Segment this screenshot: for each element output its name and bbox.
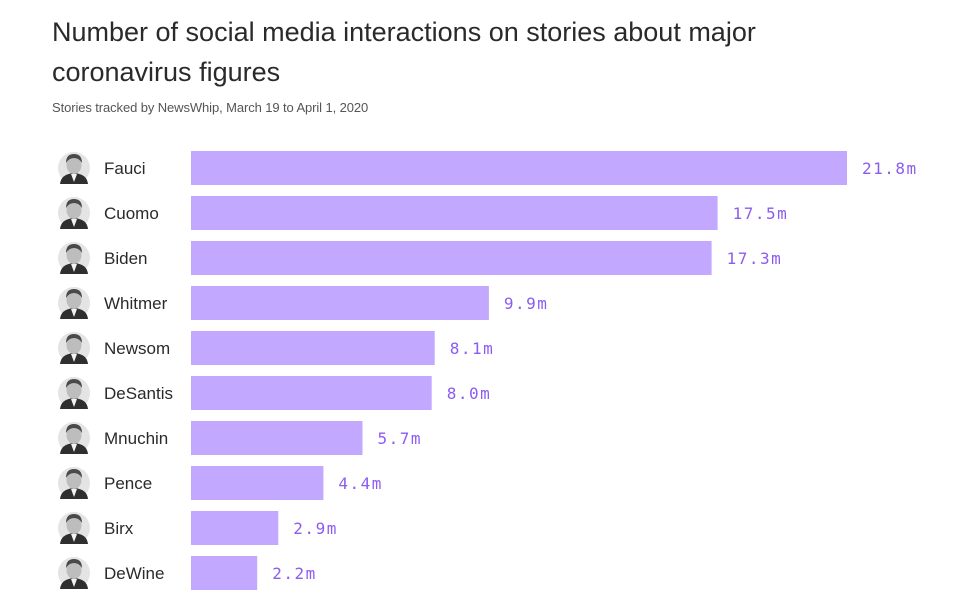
- bar-biden: [191, 241, 712, 275]
- bar-birx: [191, 511, 279, 545]
- portrait-icon-biden: [58, 242, 90, 274]
- category-label: Newsom: [104, 339, 170, 358]
- portrait-icon-pence: [58, 467, 90, 499]
- category-label: Mnuchin: [104, 429, 168, 448]
- category-label: DeSantis: [104, 384, 173, 403]
- bar-whitmer: [191, 286, 489, 320]
- bar-fauci: [191, 151, 847, 185]
- value-label: 9.9m: [504, 294, 549, 313]
- portrait-icon-newsom: [58, 332, 90, 364]
- chart-title: Number of social media interactions on s…: [52, 17, 756, 87]
- portrait-icon-desantis: [58, 377, 90, 409]
- bar-cuomo: [191, 196, 718, 230]
- bar-newsom: [191, 331, 435, 365]
- portrait-icon-birx: [58, 512, 90, 544]
- category-label: Biden: [104, 249, 147, 268]
- portrait-icon-cuomo: [58, 197, 90, 229]
- category-label: Birx: [104, 519, 134, 538]
- value-label: 8.0m: [447, 384, 492, 403]
- bar-dewine: [191, 556, 258, 590]
- category-label: Cuomo: [104, 204, 159, 223]
- bar-mnuchin: [191, 421, 363, 455]
- chart-subtitle: Stories tracked by NewsWhip, March 19 to…: [52, 100, 369, 115]
- value-label: 2.2m: [272, 564, 317, 583]
- value-label: 21.8m: [862, 159, 918, 178]
- portrait-icon-whitmer: [58, 287, 90, 319]
- portrait-icon-mnuchin: [58, 422, 90, 454]
- value-label: 2.9m: [293, 519, 338, 538]
- value-label: 17.3m: [727, 249, 783, 268]
- bar-pence: [191, 466, 324, 500]
- category-label: DeWine: [104, 564, 164, 583]
- value-label: 17.5m: [733, 204, 789, 223]
- value-label: 4.4m: [338, 474, 383, 493]
- portrait-icon-dewine: [58, 557, 90, 589]
- category-label: Pence: [104, 474, 152, 493]
- category-label: Whitmer: [104, 294, 168, 313]
- portrait-icon-fauci: [58, 152, 90, 184]
- value-label: 8.1m: [450, 339, 495, 358]
- category-label: Fauci: [104, 159, 146, 178]
- value-label: 5.7m: [378, 429, 423, 448]
- bar-desantis: [191, 376, 432, 410]
